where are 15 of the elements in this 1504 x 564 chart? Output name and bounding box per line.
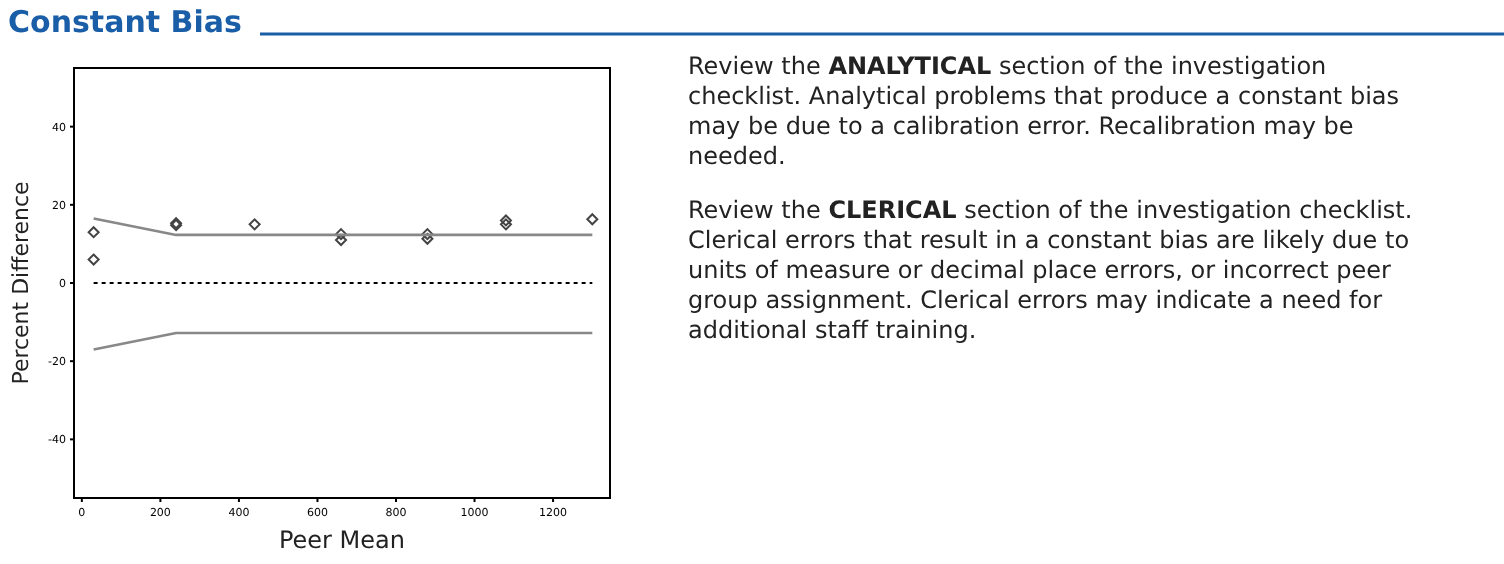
point xyxy=(87,226,100,239)
point xyxy=(87,253,100,266)
y-axis-title: Percent Difference xyxy=(8,180,34,385)
point xyxy=(248,218,261,231)
x-axis-title: Peer Mean xyxy=(278,526,406,554)
text: Review the CLERICAL section of the investigation checklist. Clerical errors that result in a constant bias are likely due to units of measure or decimal place errors, or incorrect peer group assignment. Clerical errors may indicate a need for additional staff training. xyxy=(688,196,1413,344)
text: Review the ANALYTICAL section of the investigation checklist. Analytical problems that produce a constant bias may be due to a calibration error. Recalibration may be needed. xyxy=(688,52,1400,170)
point xyxy=(421,232,434,245)
point xyxy=(335,228,348,241)
point xyxy=(499,214,512,227)
point xyxy=(586,213,599,226)
point xyxy=(335,234,348,246)
point xyxy=(499,218,512,231)
chart-title: Constant Bias xyxy=(8,4,242,40)
point xyxy=(421,228,434,241)
